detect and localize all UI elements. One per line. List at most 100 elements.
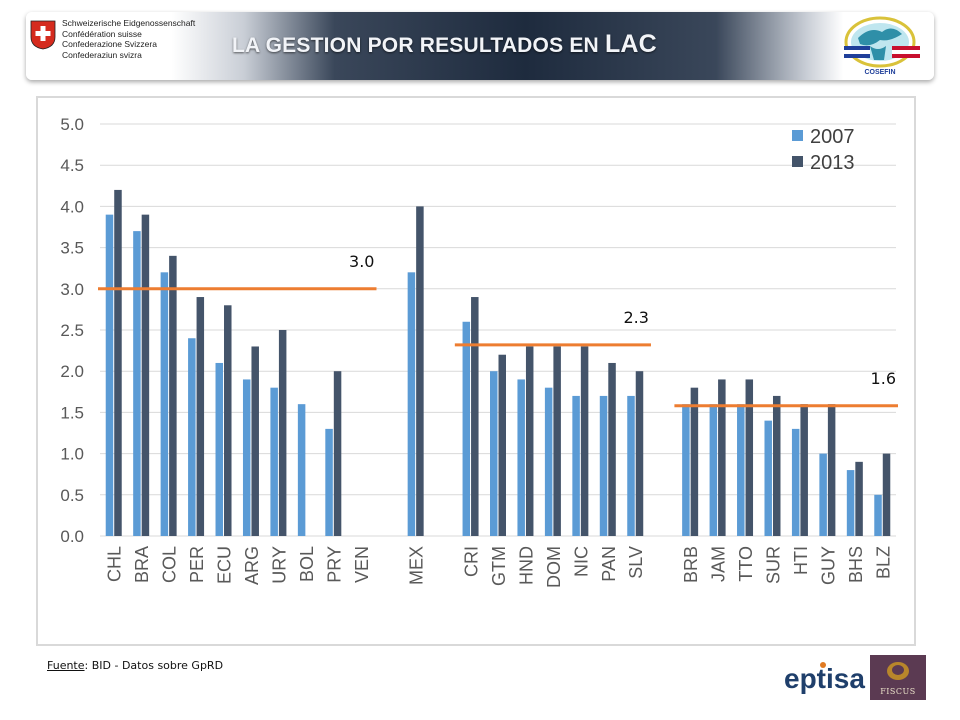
bar-2007	[160, 272, 169, 536]
bar-2007	[490, 371, 498, 536]
bar-2007	[133, 231, 141, 536]
x-tick-label: BHS	[846, 546, 866, 583]
x-tick-label: PRY	[324, 546, 344, 583]
x-tick-label: BOL	[297, 546, 317, 582]
legend-label: 2013	[810, 152, 855, 174]
legend-swatch	[792, 130, 803, 141]
y-tick-label: 1.0	[60, 445, 84, 464]
y-tick-label: 2.0	[60, 362, 84, 381]
x-tick-label: DOM	[544, 546, 564, 588]
x-tick-label: TTO	[736, 546, 756, 582]
fiscus-logo: FISCUS	[870, 655, 926, 700]
x-tick-label: BLZ	[873, 546, 893, 579]
bar-2007	[544, 387, 553, 536]
bar-2007	[215, 362, 224, 536]
bar-2007	[462, 321, 471, 536]
bar-2013	[580, 346, 589, 536]
bar-2013	[471, 297, 479, 536]
swiss-line: Confederazione Svizzera	[62, 39, 157, 49]
bar-2007	[517, 379, 525, 536]
y-tick-label: 0.0	[60, 527, 84, 546]
legend-label: 2007	[810, 126, 855, 148]
page-title: LA GESTION POR RESULTADOS EN LAC	[232, 30, 657, 59]
bar-2013	[114, 189, 122, 537]
bar-2013	[224, 305, 232, 536]
x-tick-label: URY	[269, 546, 289, 584]
x-tick-label: GUY	[818, 546, 838, 585]
x-tick-label: CRI	[462, 546, 482, 577]
y-tick-label: 3.0	[60, 280, 84, 299]
y-tick-label: 4.5	[60, 156, 84, 175]
x-tick-label: CHL	[105, 546, 125, 582]
x-tick-label: JAM	[709, 546, 729, 582]
y-tick-label: 1.5	[60, 403, 84, 422]
bar-2013	[635, 371, 644, 536]
bar-2013	[882, 453, 891, 536]
page-title-main: LA GESTION POR RESULTADOS EN	[232, 34, 605, 57]
fiscus-emblem-icon	[887, 662, 909, 680]
x-tick-label: BRA	[132, 546, 152, 583]
cosefin-logo: COSEFIN	[844, 16, 920, 76]
bar-2007	[846, 470, 855, 536]
swiss-line: Confédération suisse	[62, 28, 142, 39]
legend-swatch	[792, 156, 803, 167]
header-banner	[26, 12, 934, 80]
bar-2007	[297, 404, 306, 536]
bar-2007	[105, 214, 114, 536]
bar-2013	[855, 461, 863, 536]
eptisa-logo: eptisa	[784, 662, 865, 694]
bar-2013	[333, 371, 342, 536]
source-note: Fuente: BID - Datos sobre GpRD	[47, 659, 223, 672]
bar-2013	[608, 362, 616, 536]
bar-2013	[525, 346, 534, 536]
bar-2007	[188, 338, 196, 536]
fiscus-label: FISCUS	[880, 687, 916, 696]
y-tick-label: 4.0	[60, 197, 84, 216]
bar-2013	[800, 404, 808, 536]
page-title-suffix: LAC	[604, 30, 657, 58]
x-tick-label: NIC	[571, 546, 591, 577]
bar-2013	[251, 346, 259, 536]
y-tick-label: 0.5	[60, 486, 84, 505]
bar-2013	[141, 214, 150, 536]
bar-2013	[196, 297, 205, 536]
bar-2007	[572, 395, 580, 536]
swiss-flag-icon	[30, 20, 56, 50]
x-tick-label: BRB	[681, 546, 701, 583]
bar-2013	[690, 387, 699, 536]
x-tick-label: HND	[516, 546, 536, 585]
bar-2007	[270, 387, 278, 536]
bar-2007	[791, 428, 800, 536]
bar-2013	[553, 346, 561, 536]
cosefin-label: COSEFIN	[864, 69, 895, 76]
swiss-line: Schweizerische Eidgenossenschaft	[62, 18, 196, 28]
y-tick-label: 2.5	[60, 321, 84, 340]
bar-2007	[599, 395, 608, 536]
x-tick-label: SUR	[763, 546, 783, 584]
bar-2007	[682, 404, 690, 536]
bar-2007	[627, 395, 635, 536]
x-tick-label: PAN	[599, 546, 619, 582]
bar-2013	[416, 206, 424, 536]
bar-2013	[718, 379, 726, 536]
x-tick-label: ECU	[215, 546, 235, 584]
bar-2007	[874, 494, 882, 536]
source-text: : BID - Datos sobre GpRD	[84, 659, 224, 672]
swiss-line: Confederaziun svizra	[62, 49, 142, 60]
y-tick-label: 3.5	[60, 239, 84, 258]
reference-line-label: 2.3	[624, 308, 649, 327]
eptisa-label: eptisa	[784, 663, 865, 694]
x-tick-label: MEX	[407, 546, 427, 585]
y-tick-label: 5.0	[60, 115, 84, 134]
bar-2007	[737, 404, 745, 536]
x-tick-label: VEN	[352, 546, 372, 583]
bar-2013	[745, 379, 754, 536]
bar-2013	[827, 404, 836, 536]
bar-2007	[407, 272, 416, 536]
bar-2013	[278, 330, 287, 536]
bar-2013	[772, 395, 781, 536]
bar-2013	[498, 354, 506, 536]
x-tick-label: PER	[187, 546, 207, 583]
bar-2007	[709, 404, 718, 536]
